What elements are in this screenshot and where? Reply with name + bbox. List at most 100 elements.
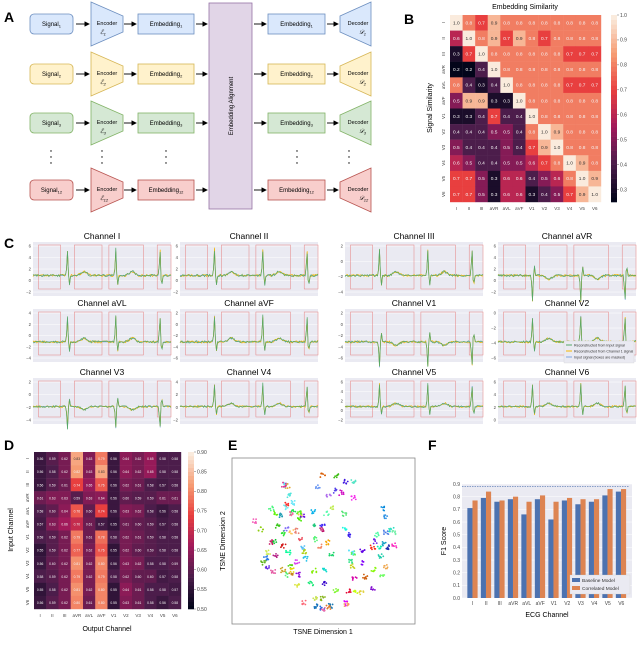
scatter-point: [374, 534, 376, 537]
bar-correlated-model: [485, 491, 492, 598]
cell-value: 0.5: [503, 129, 510, 135]
cell-value: 1.0: [491, 67, 498, 73]
scatter-point: [292, 571, 295, 573]
scatter-cluster: [273, 510, 279, 516]
heatmap-cell: [34, 452, 47, 466]
cell-value: 0.8: [579, 129, 586, 135]
scatter-point: [320, 543, 323, 546]
signal-2-box: [29, 112, 74, 134]
heatmap-cell: [462, 108, 476, 125]
scatter-point: [299, 510, 302, 513]
scatter-point: [319, 595, 322, 598]
embedding-2-box: [137, 112, 195, 134]
cell-value: 0.58: [147, 483, 154, 487]
scatter-cluster: [283, 504, 289, 511]
y-tick-label: V4: [441, 160, 446, 166]
heatmap-cell: [475, 139, 488, 156]
scatter-point: [371, 548, 373, 551]
cell-value: 0.8: [541, 52, 548, 58]
scatter-point: [383, 574, 386, 576]
scatter-point: [278, 516, 281, 519]
scatter-point: [285, 549, 287, 552]
heatmap-cell: [525, 139, 539, 156]
colorbar-segment: [611, 29, 617, 34]
cell-value: 0.79: [98, 457, 105, 461]
cell-value: 0.80: [74, 601, 81, 605]
scatter-point: [374, 566, 377, 569]
decoder-3-shape: [339, 167, 372, 213]
panel-label-d: D: [4, 437, 14, 453]
colorbar-tick-label: 0.80: [197, 489, 207, 495]
scatter-point: [297, 532, 300, 535]
heatmap-cell: [144, 556, 157, 570]
scatter-point: [299, 571, 301, 574]
y-tick-label: III: [441, 52, 446, 56]
colorbar-segment: [188, 503, 194, 508]
scatter-point: [394, 533, 397, 536]
heatmap-cell: [487, 30, 501, 47]
scatter-point: [363, 549, 366, 551]
x-axis-label: ECG Channel: [525, 612, 569, 619]
colorbar-tick-label: 0.5: [620, 137, 627, 143]
scatter-point: [288, 553, 291, 556]
heatmap-cell: [156, 569, 169, 584]
scatter-point: [323, 606, 326, 609]
scatter-point: [289, 549, 292, 552]
scatter-point: [270, 569, 272, 572]
cell-value: 0.6: [554, 176, 561, 182]
embedding-1-label: Embedding2: [150, 72, 183, 79]
cell-value: 0.5: [503, 145, 510, 151]
heatmap-cell: [525, 186, 539, 203]
colorbar-segment: [611, 43, 617, 49]
colorbar-segment: [188, 459, 194, 465]
scatter-point: [283, 531, 286, 534]
heatmap-cell: [512, 92, 526, 109]
scatter-cluster: [338, 489, 345, 497]
cell-value: 0.76: [74, 509, 81, 513]
bar-correlated-model: [580, 499, 586, 598]
heatmap-cell: [563, 186, 577, 203]
mask-box: [303, 244, 319, 290]
cell-value: 0.74: [74, 483, 81, 487]
scatter-cluster: [360, 559, 365, 566]
scatter-point: [383, 517, 386, 520]
scatter-cluster: [321, 580, 328, 587]
scatter-point: [343, 605, 346, 608]
cell-value: 0.79: [98, 575, 105, 579]
heatmap-cell: [156, 543, 169, 557]
scatter-point: [316, 484, 319, 487]
scatter-point: [395, 546, 398, 549]
heatmap-cell: [119, 569, 133, 584]
colorbar-segment: [188, 554, 194, 559]
heatmap-cell: [132, 504, 145, 518]
scatter-point: [315, 486, 317, 489]
cell-value: 1.0: [503, 83, 510, 89]
scatter-cluster: [310, 508, 317, 515]
heatmap-cell: [156, 556, 169, 570]
cell-value: 0.61: [86, 601, 93, 605]
mask-box: [108, 311, 144, 356]
cell-value: 0.65: [86, 483, 93, 487]
cell-value: 0.63: [49, 523, 56, 527]
scatter-point: [369, 547, 372, 549]
heatmap-cell: [58, 491, 71, 505]
bar-baseline-model: [548, 519, 554, 598]
heatmap-cell: [83, 543, 96, 557]
y-tick-label: 0.0: [453, 596, 460, 602]
scatter-point: [291, 512, 294, 514]
colorbar-segment: [611, 187, 617, 193]
scatter-cluster: [319, 472, 326, 478]
scatter-point: [261, 563, 264, 566]
embedding-1-text: Embedding: [150, 72, 180, 78]
cell-value: 0.76: [98, 549, 105, 553]
y-axis-label: Signal Similarity: [427, 83, 434, 133]
scatter-point: [311, 511, 314, 513]
x-tick-label: V2: [123, 613, 129, 618]
heatmap-cell: [538, 139, 551, 156]
scatter-cluster: [362, 573, 369, 580]
heatmap-cell: [487, 46, 501, 62]
heatmap-cell: [70, 452, 84, 466]
y-tick-label: 4: [29, 311, 32, 316]
scatter-point: [274, 538, 277, 541]
